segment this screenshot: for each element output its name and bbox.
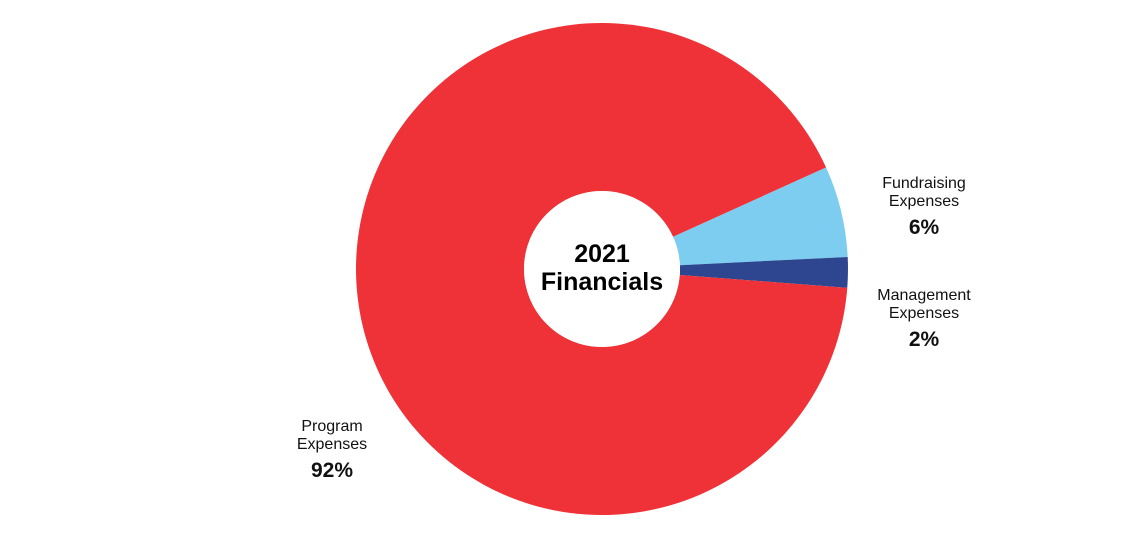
program-slice <box>355 22 848 515</box>
chart-center-title: 2021 Financials <box>512 240 692 296</box>
fundraising-name-line2: Expenses <box>888 193 960 210</box>
program-name-line2: Expenses <box>296 436 368 453</box>
fundraising-slice-label: Fundraising Expenses 6% <box>864 175 984 240</box>
management-name-line1: Management <box>877 287 971 304</box>
program-name-line1: Program <box>301 418 363 435</box>
program-percent: 92% <box>310 459 354 482</box>
center-title-word: Financials <box>540 268 664 296</box>
center-title-year: 2021 <box>574 240 630 268</box>
fundraising-percent: 6% <box>908 216 940 239</box>
management-name-line2: Expenses <box>888 305 960 322</box>
management-slice <box>679 256 848 288</box>
fundraising-slice <box>673 167 848 266</box>
management-slice-label: Management Expenses 2% <box>859 287 989 352</box>
program-slice-label: Program Expenses 92% <box>272 418 392 483</box>
fundraising-name-line1: Fundraising <box>882 175 966 192</box>
donut-center-hole <box>524 191 680 347</box>
management-percent: 2% <box>908 328 940 351</box>
